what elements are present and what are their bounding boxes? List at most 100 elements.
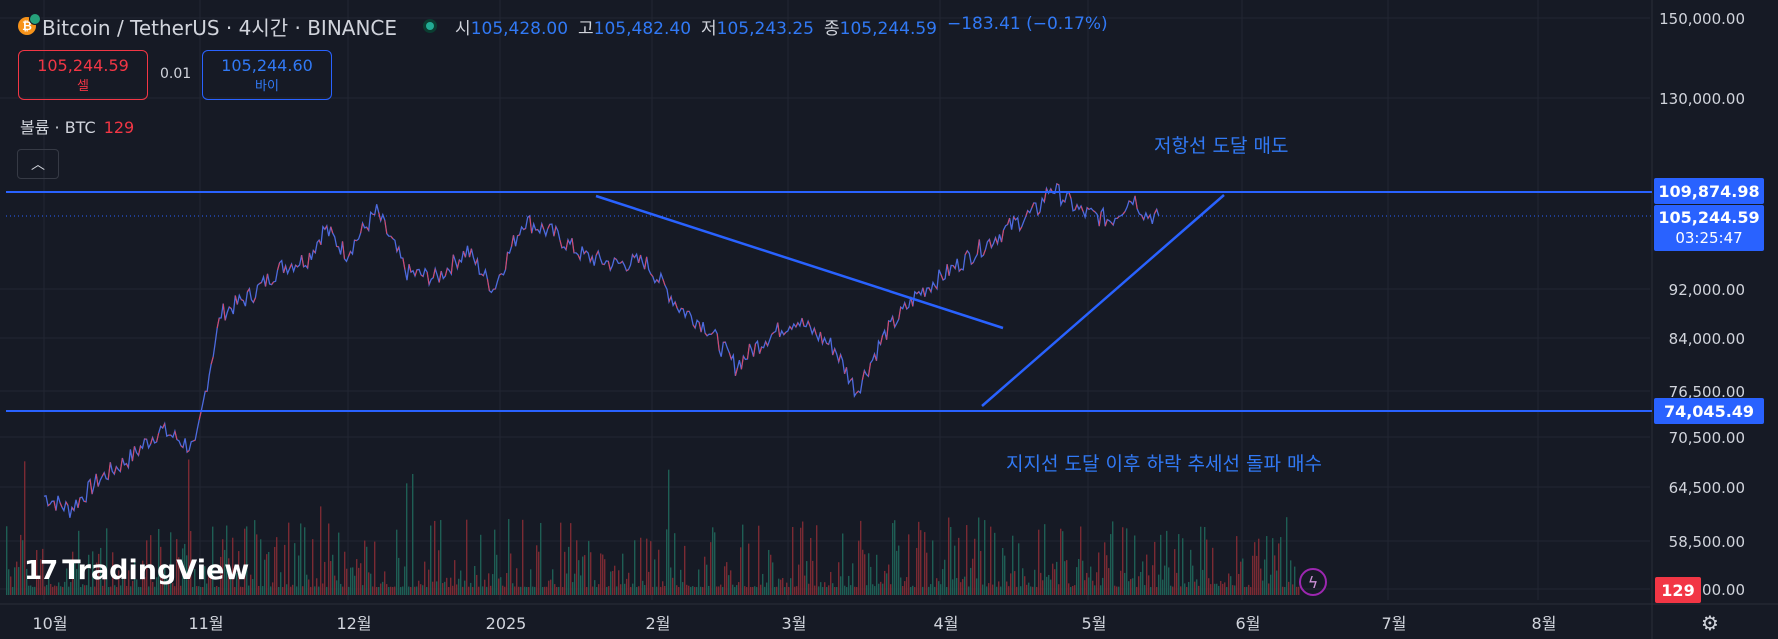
volume-bar (572, 582, 574, 595)
price-segment (1056, 183, 1060, 186)
price-segment (222, 303, 226, 321)
volume-bar (94, 586, 96, 595)
price-tick-label: 58,500.00 (1669, 533, 1745, 551)
volume-bar (984, 520, 986, 595)
volume-bar (814, 585, 816, 595)
volume-bar (912, 585, 914, 595)
volume-bar (66, 568, 68, 595)
volume-bar (514, 586, 516, 595)
volume-bar (1246, 586, 1248, 595)
volume-bar (1024, 576, 1026, 595)
volume-bar (398, 557, 400, 595)
price-segment (384, 220, 388, 234)
time-axis[interactable]: 10월 11월 12월 2025 2월 3월 4월 5월 6월 7월 8월 (32, 614, 1556, 633)
volume-bar (966, 525, 968, 595)
price-segment (746, 343, 750, 360)
volume-bar (982, 584, 984, 595)
volume-bar (886, 573, 888, 595)
volume-bar (978, 517, 980, 595)
price-axis[interactable]: 150,000.00 130,000.00 92,000.00 84,000.00 76… (1659, 10, 1745, 599)
volume-bar (564, 551, 566, 595)
volume-bar (840, 576, 842, 595)
volume-bar (344, 551, 346, 595)
volume-bar (478, 586, 480, 595)
volume-bar (38, 576, 40, 595)
resistance-annotation[interactable]: 저항선 도달 매도 (1154, 135, 1289, 157)
price-tick-label: 150,000.00 (1659, 10, 1745, 28)
price-segment (156, 432, 160, 443)
price-segment (378, 212, 382, 221)
volume-bar (272, 582, 274, 595)
volume-bar (1190, 549, 1192, 595)
volume-bar (784, 587, 786, 595)
gear-icon[interactable]: ⚙ (1701, 611, 1719, 635)
volume-bar (368, 572, 370, 595)
volume-bar (1228, 573, 1230, 595)
volume-bar (850, 585, 852, 595)
buy-button[interactable]: 105,244.60 바이 (202, 50, 332, 100)
volume-bar (358, 567, 360, 595)
volume-bar (1160, 534, 1162, 595)
volume-bar (18, 567, 20, 595)
price-segment (1110, 222, 1114, 226)
volume-bar (416, 586, 418, 595)
volume-bar (490, 585, 492, 595)
volume-bar (166, 578, 168, 595)
volume-bar (14, 567, 16, 595)
volume-bar (288, 522, 290, 595)
time-tick-label: 8월 (1532, 614, 1557, 633)
volume-bar (22, 540, 24, 595)
volume-bar (758, 525, 760, 595)
resistance-price-tag[interactable]: 109,874.98 (1654, 178, 1764, 204)
symbol-title[interactable]: Bitcoin / TetherUS · 4시간 · BINANCE (42, 15, 398, 40)
volume-bar (668, 469, 670, 595)
volume-bar (192, 587, 194, 595)
volume-bar (1120, 570, 1122, 595)
volume-bar (12, 586, 14, 595)
volume-bar (562, 586, 564, 595)
open-value: 105,428.00 (470, 18, 569, 39)
volume-bar (766, 582, 768, 595)
volume-bar (206, 583, 208, 595)
current-price: 105,244.59 (1658, 208, 1760, 227)
volume-bar (768, 549, 770, 595)
volume-bar (726, 562, 728, 595)
market-status-icon[interactable] (423, 19, 438, 33)
spread-value: 0.01 (160, 66, 192, 82)
lightning-button[interactable]: ϟ (1299, 568, 1327, 596)
volume-bar (874, 586, 876, 595)
volume-bar (1162, 579, 1164, 595)
volume-bar (150, 535, 152, 595)
support-price-tag[interactable]: 74,045.49 (1654, 398, 1764, 424)
volume-bar (172, 583, 174, 595)
collapse-button[interactable]: ︿ (17, 149, 59, 179)
price-segment (844, 367, 848, 374)
support-annotation[interactable]: 지지선 도달 이후 하락 추세선 돌파 매수 (1006, 453, 1322, 475)
price-segment (728, 352, 732, 360)
volume-bar (608, 586, 610, 595)
volume-bar (680, 569, 682, 595)
volume-bar (176, 539, 178, 595)
volume-legend[interactable]: 볼륨 · BTC 129 (20, 114, 134, 138)
volume-bar (1114, 585, 1116, 595)
volume-bar (214, 586, 216, 595)
volume-bar (816, 525, 818, 595)
volume-bar (212, 526, 214, 595)
price-segment (692, 324, 696, 329)
price-tick-label: 84,000.00 (1669, 330, 1745, 348)
volume-bars (6, 459, 1300, 595)
volume-bar (584, 555, 586, 595)
volume-bar (70, 582, 72, 595)
price-segment (271, 281, 274, 285)
volume-bar (1208, 578, 1210, 595)
volume-bar (648, 571, 650, 595)
price-segment (198, 411, 202, 421)
volume-bar (20, 534, 22, 595)
sell-button[interactable]: 105,244.59 셀 (18, 50, 148, 100)
volume-bar (548, 580, 550, 595)
volume-bar (890, 584, 892, 595)
high-value: 105,482.40 (593, 18, 692, 39)
volume-bar (1182, 538, 1184, 595)
current-price-tag[interactable]: 105,244.59 03:25:47 (1654, 205, 1764, 251)
